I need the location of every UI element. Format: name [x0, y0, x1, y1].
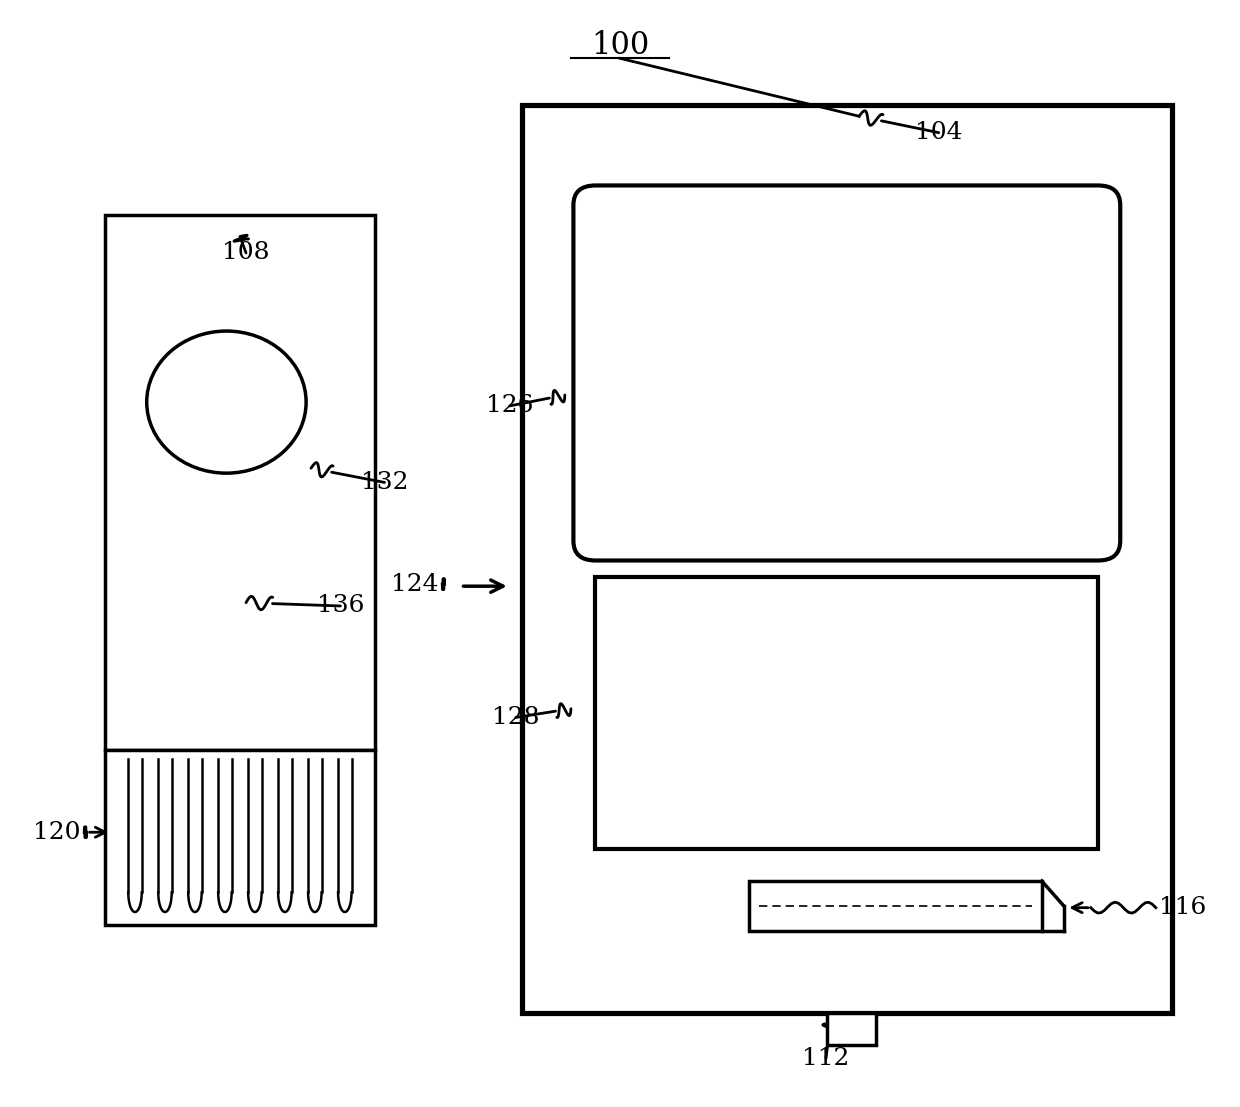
FancyBboxPatch shape: [573, 186, 1120, 560]
Text: 100: 100: [591, 30, 649, 61]
Text: 120: 120: [33, 820, 81, 844]
Bar: [522, 105, 1172, 1013]
Bar: [749, 881, 1042, 931]
Text: 128: 128: [492, 706, 539, 730]
Text: 124: 124: [391, 572, 439, 596]
Text: 126: 126: [486, 394, 533, 417]
Circle shape: [146, 331, 306, 473]
Bar: [595, 577, 1099, 849]
Bar: [827, 1013, 877, 1045]
Bar: [105, 215, 374, 751]
Bar: [105, 751, 374, 925]
Text: 136: 136: [316, 594, 365, 618]
Text: 104: 104: [915, 121, 962, 144]
Text: 112: 112: [802, 1047, 849, 1070]
Text: 116: 116: [1159, 897, 1207, 919]
Text: 108: 108: [222, 241, 270, 265]
Text: 132: 132: [361, 470, 408, 494]
